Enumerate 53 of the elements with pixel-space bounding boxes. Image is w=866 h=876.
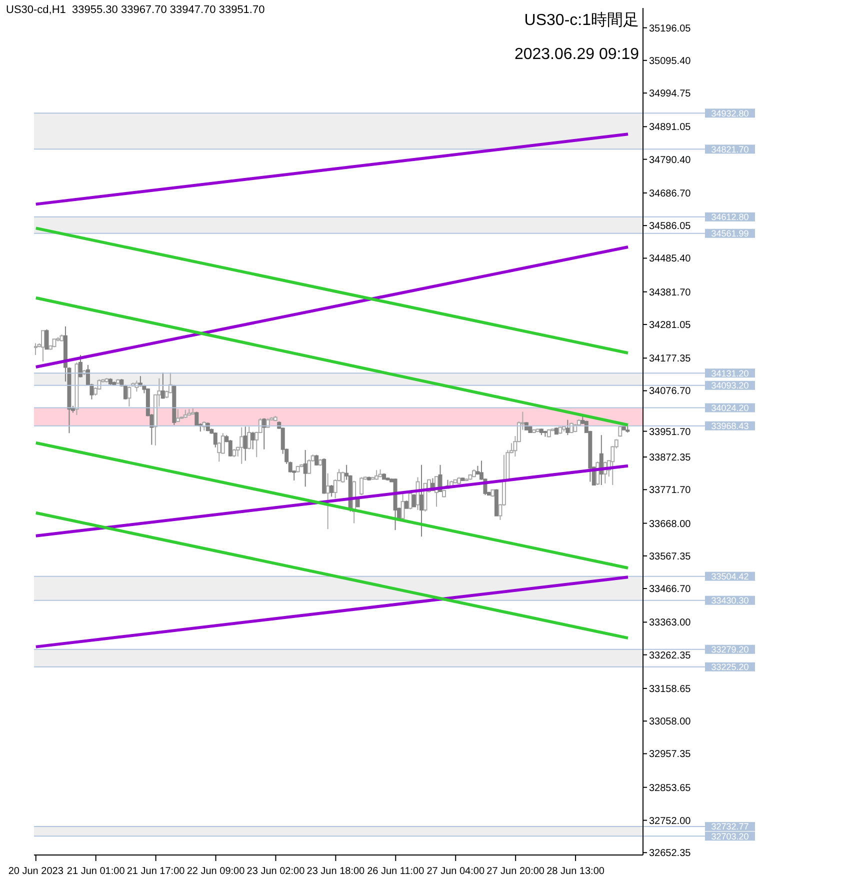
ref-line-label: 34932.80	[711, 108, 749, 118]
ref-line-label: 32703.20	[711, 831, 749, 842]
ref-line-label: 33279.20	[711, 644, 749, 655]
y-tick-label: 34177.35	[649, 354, 692, 365]
y-tick-label: 33363.00	[649, 618, 692, 629]
ref-line-label: 32732.77	[711, 822, 749, 832]
y-tick-label: 34790.40	[649, 154, 692, 166]
y-tick-label: 34485.40	[649, 254, 692, 265]
ref-line-label: 33968.43	[711, 421, 749, 432]
x-tick-label: 27 Jun 04:00	[426, 866, 485, 876]
annotation: US30-c:1時間足	[524, 10, 639, 31]
y-tick-label: 33771.70	[649, 485, 692, 496]
y-tick-label: 34381.70	[649, 287, 692, 298]
ref-line-label: 34612.80	[711, 212, 749, 222]
ref-line-label: 34821.70	[711, 144, 749, 154]
ref-line-label: 34093.20	[711, 380, 749, 391]
x-tick-label: 20 Jun 2023	[8, 866, 64, 876]
y-tick-label: 33872.35	[649, 452, 692, 464]
y-tick-label: 35196.05	[649, 23, 692, 34]
y-tick-label: 33567.35	[649, 551, 692, 562]
y-tick-label: 34586.05	[649, 221, 692, 232]
x-tick-label: 27 Jun 20:00	[486, 866, 545, 876]
y-tick-label: 33668.00	[649, 518, 692, 530]
y-tick-label: 34994.75	[649, 88, 692, 100]
x-tick-label: 23 Jun 18:00	[306, 866, 366, 876]
y-tick-label: 35095.40	[649, 56, 692, 67]
ref-line-label: 33225.20	[711, 662, 749, 672]
x-tick-label: 26 Jun 11:00	[367, 866, 425, 876]
ref-line-label: 33430.30	[711, 596, 749, 606]
ref-line-label: 34561.99	[711, 228, 749, 239]
x-tick-label: 22 Jun 09:00	[186, 866, 246, 876]
y-tick-label: 34281.05	[649, 320, 692, 331]
y-tick-label: 32853.65	[649, 782, 692, 794]
annotation: 2023.06.29 09:19	[514, 46, 639, 64]
y-tick-label: 34076.70	[649, 386, 692, 398]
y-tick-label: 33466.70	[649, 584, 692, 596]
ref-line-label: 33504.42	[711, 572, 749, 582]
y-tick-label: 34686.70	[649, 188, 692, 200]
y-tick-label: 32652.35	[649, 848, 692, 860]
x-tick-label: 21 Jun 17:00	[126, 866, 186, 876]
y-tick-label: 32957.35	[649, 749, 692, 760]
y-tick-label: 34891.05	[649, 122, 692, 134]
x-tick-label: 28 Jun 13:00	[546, 866, 605, 876]
y-tick-label: 33058.00	[649, 716, 692, 728]
y-tick-label: 33262.35	[649, 650, 692, 662]
y-tick-label: 33158.65	[649, 684, 692, 695]
y-tick-label: 33951.70	[649, 426, 692, 438]
x-tick-label: 23 Jun 02:00	[246, 866, 306, 876]
ref-line-label: 34024.20	[711, 402, 749, 413]
y-tick-label: 32752.00	[649, 816, 692, 827]
x-tick-label: 21 Jun 01:00	[66, 866, 126, 876]
chart-title: US30-cd,H1 33955.30 33967.70 33947.70 33951.70	[6, 4, 265, 16]
ref-line-label: 34131.20	[711, 368, 749, 378]
